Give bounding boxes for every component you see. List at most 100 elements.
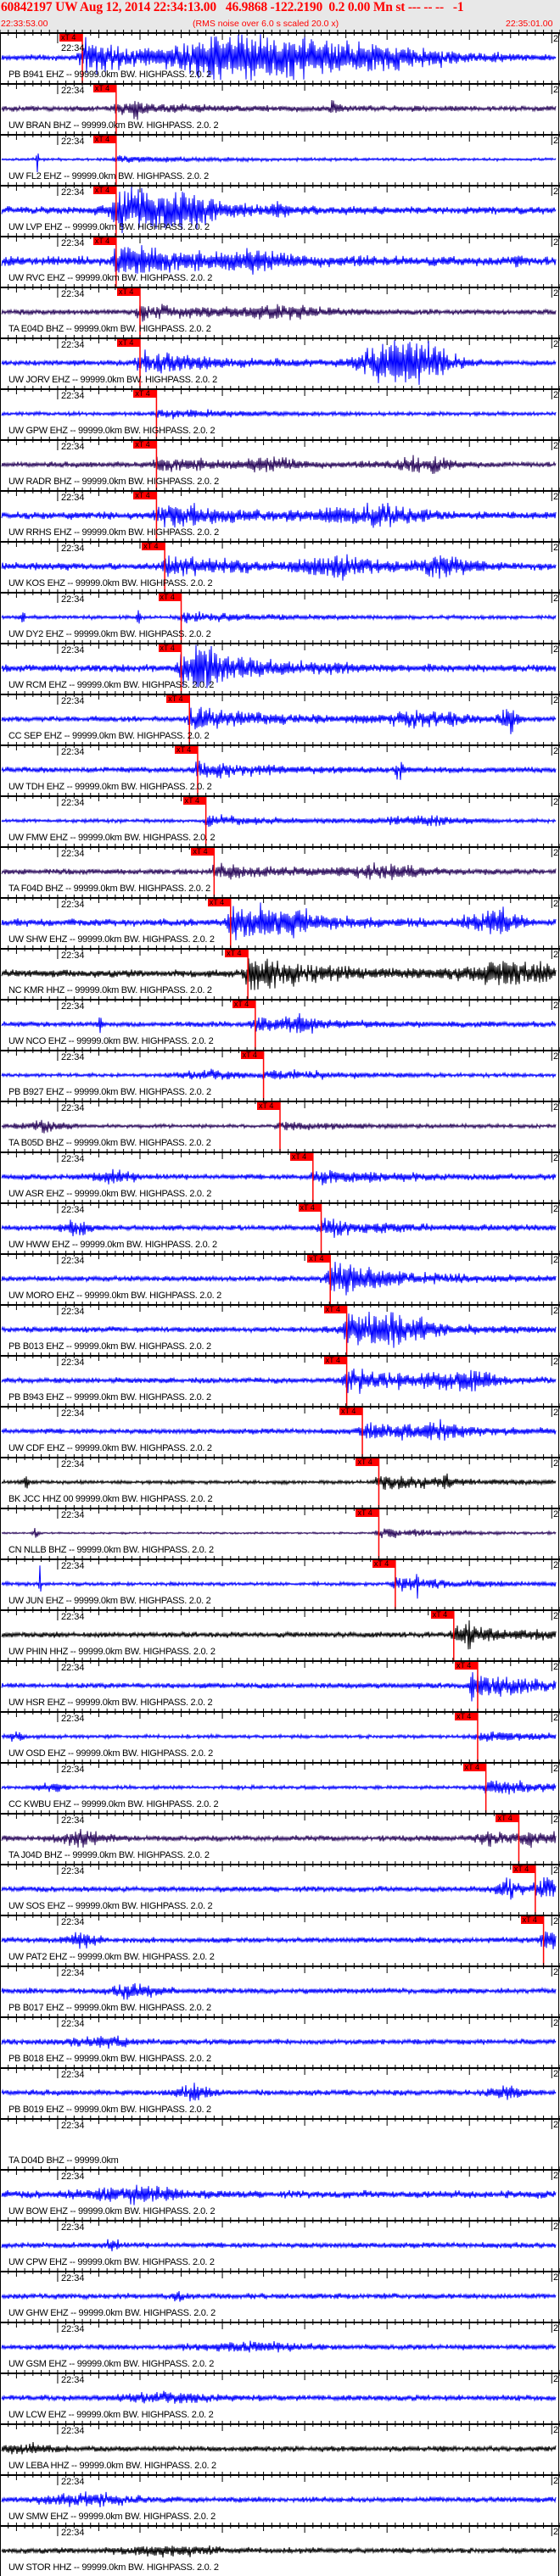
- pick-marker[interactable]: xT 4: [133, 390, 157, 398]
- pick-marker[interactable]: xT 4: [92, 187, 116, 194]
- pick-marker[interactable]: xT 4: [240, 1051, 264, 1059]
- trace-panel: 22:34 2 xT 4 TA F04D BHZ -- 99999.0km BW. H…: [0, 844, 560, 897]
- tick-label: 22:34: [61, 594, 85, 605]
- pick-marker[interactable]: xT 4: [356, 1509, 379, 1517]
- tick-label: 22:34: [61, 1866, 85, 1876]
- pick-marker[interactable]: xT 4: [59, 34, 83, 42]
- tick-label: 22:34: [61, 1001, 85, 1012]
- tick-label: 22:34: [61, 391, 85, 401]
- pick-marker[interactable]: xT 4: [298, 1204, 322, 1212]
- right-axis-label: 2: [553, 187, 559, 197]
- pick-marker[interactable]: xT 4: [289, 1153, 313, 1161]
- trace-panel: 22:34 2 xT 4 UW JORV EHZ -- 99999.0km BW. H…: [0, 335, 560, 388]
- pick-marker[interactable]: xT 4: [133, 441, 157, 449]
- trace-panel: 22:34 2 xT 4 UW LVP EHZ -- 99999.0km BW. HI…: [0, 182, 560, 236]
- trace-panel: 22:34 2 xT 4 TA E04D BHZ -- 99999.0km BW. H…: [0, 284, 560, 337]
- tick-label: 22:34: [61, 86, 85, 96]
- pick-marker[interactable]: xT 4: [323, 1357, 347, 1364]
- pick-marker[interactable]: xT 4: [133, 492, 157, 499]
- trace-plot: [0, 131, 560, 185]
- pick-marker[interactable]: xT 4: [142, 543, 165, 550]
- tick-label: 22:34: [61, 1256, 85, 1266]
- waveform-trace: [1, 2184, 557, 2205]
- station-label: UW PAT2 EHZ -- 99999.0km BW. HIGHPASS. 2…: [8, 1952, 215, 1962]
- pick-marker[interactable]: xT 4: [323, 1306, 347, 1313]
- right-axis-label: 2: [553, 2425, 559, 2435]
- pick-marker[interactable]: xT 4: [92, 85, 116, 92]
- station-label: UW HWW EHZ -- 99999.0km BW. HIGHPASS. 2.…: [8, 1240, 217, 1250]
- trace-panel: 22:34 2 xT 4 UW GPW EHZ -- 99999.0km BW. HI…: [0, 386, 560, 439]
- pick-marker[interactable]: xT 4: [372, 1560, 395, 1568]
- waveform-trace: [1, 1780, 557, 1795]
- waveform-trace: [1, 2290, 557, 2302]
- trace-panel: 22:34 2 xT 4 CC SEP EHZ -- 99999.0km BW. HI…: [0, 691, 560, 744]
- pick-marker[interactable]: xT 4: [257, 1102, 280, 1110]
- trace-panel: 22:34 2 UW STOR HHZ -- 99999.0km BW. HIGHP…: [0, 2523, 560, 2576]
- trace-plot: [0, 996, 560, 1050]
- pick-marker[interactable]: xT 4: [166, 695, 190, 703]
- pick-marker[interactable]: xT 4: [174, 746, 198, 754]
- right-axis-label: 2: [553, 1204, 559, 1214]
- trace-plot: [0, 1963, 560, 2000]
- waveform-trace: [1, 1473, 557, 1491]
- station-label: TA F04D BHZ -- 99999.0km BW. HIGHPASS. 2…: [8, 884, 210, 894]
- pick-marker[interactable]: xT 4: [158, 594, 182, 601]
- pick-marker[interactable]: xT 4: [462, 1764, 486, 1771]
- pick-marker[interactable]: xT 4: [520, 1916, 544, 1924]
- pick-marker[interactable]: xT 4: [225, 950, 249, 957]
- trace-panel: 22:34 2 xT 4 PB B927 EHZ -- 99999.0km BW. H…: [0, 1047, 560, 1101]
- tick-label: 22:34: [61, 696, 85, 706]
- tick-label: 22:34: [61, 645, 85, 655]
- trace-plot: [0, 1302, 560, 1355]
- pick-marker[interactable]: xT 4: [512, 1865, 535, 1873]
- trace-panel: 22:34 2 xT 4 UW FL2 EHZ -- 99999.0km BW. HI…: [0, 131, 560, 185]
- event-title: 60842197 UW Aug 12, 2014 22:34:13.00 46.…: [1, 0, 464, 14]
- station-label: UW GSM EHZ -- 99999.0km BW. HIGHPASS. 2.…: [8, 2359, 215, 2369]
- tick-label: 22:34: [61, 43, 85, 53]
- trace-plot: [0, 2166, 560, 2205]
- pick-marker[interactable]: xT 4: [158, 644, 182, 652]
- waveform-trace: [1, 2442, 557, 2455]
- waveform-trace: [1, 2239, 557, 2252]
- pick-marker[interactable]: xT 4: [182, 797, 206, 805]
- tick-label: 22:34: [61, 1612, 85, 1622]
- pick-marker[interactable]: xT 4: [117, 288, 140, 296]
- pick-marker[interactable]: xT 4: [92, 237, 116, 245]
- pick-marker[interactable]: xT 4: [454, 1662, 478, 1670]
- pick-marker[interactable]: xT 4: [117, 339, 140, 347]
- trace-plot: [0, 2065, 560, 2102]
- right-axis-label: 2: [553, 2323, 559, 2333]
- waveform-trace: [1, 340, 557, 385]
- right-axis-label: 2: [553, 1916, 559, 1926]
- tick-label: 22:34: [61, 2375, 85, 2385]
- pick-marker[interactable]: xT 4: [339, 1408, 363, 1415]
- tick-label: 22:34: [61, 2070, 85, 2080]
- pick-marker[interactable]: xT 4: [356, 1458, 379, 1466]
- station-label: TA E04D BHZ -- 99999.0km BW. HIGHPASS. 2…: [8, 324, 211, 334]
- pick-marker[interactable]: xT 4: [454, 1713, 478, 1720]
- right-axis-label: 2: [553, 441, 559, 451]
- station-label: UW HSR EHZ -- 99999.0km BW. HIGHPASS. 2.…: [8, 1698, 213, 1708]
- station-label: PB B017 EHZ -- 99999.0km BW. HIGHPASS. 2…: [8, 2003, 211, 2013]
- trace-panel: 22:34 2 UW GSM EHZ -- 99999.0km BW. HIGHPA…: [0, 2319, 560, 2372]
- tick-label: 22:34: [61, 798, 85, 808]
- right-axis-label: 2: [553, 1102, 559, 1112]
- station-label: UW BOW EHZ -- 99999.0km BW. HIGHPASS. 2.…: [8, 2206, 216, 2216]
- right-axis-label: 2: [553, 1001, 559, 1011]
- station-label: UW ASR EHZ -- 99999.0km BW. HIGHPASS. 2.…: [8, 1189, 212, 1199]
- pick-marker[interactable]: xT 4: [92, 136, 116, 143]
- trace-plot: [0, 182, 560, 236]
- pick-marker[interactable]: xT 4: [191, 848, 215, 856]
- pick-marker[interactable]: xT 4: [207, 899, 231, 906]
- trace-plot: [0, 742, 560, 795]
- pick-marker[interactable]: xT 4: [496, 1815, 519, 1822]
- tick-label: 22:34: [61, 900, 85, 910]
- pick-marker[interactable]: xT 4: [307, 1255, 331, 1263]
- right-axis-label: 2: [553, 339, 559, 349]
- station-label: TA B05D BHZ -- 99999.0km BW. HIGHPASS. 2…: [8, 1138, 211, 1148]
- pick-marker[interactable]: xT 4: [430, 1611, 454, 1619]
- pick-marker[interactable]: xT 4: [232, 1001, 255, 1008]
- trace-panel: 22:34 2 xT 4 PB B943 EHZ -- 99999.0km BW. H…: [0, 1352, 560, 1406]
- tick-label: 22:34: [61, 2426, 85, 2436]
- event-header: 60842197 UW Aug 12, 2014 22:34:13.00 46.…: [0, 0, 560, 32]
